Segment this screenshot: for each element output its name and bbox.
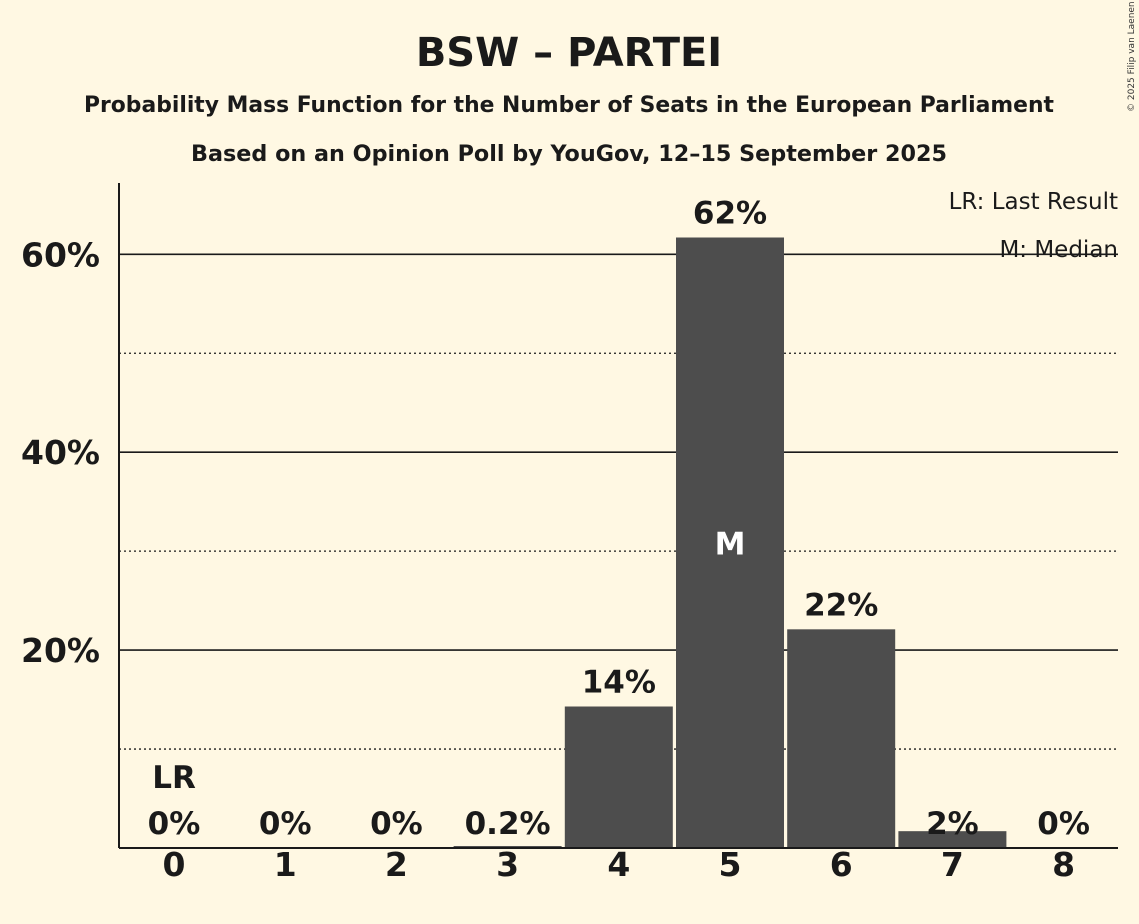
x-tick-label: 2	[385, 845, 408, 884]
value-label: 0%	[148, 806, 201, 842]
chart-source: Based on an Opinion Poll by YouGov, 12–1…	[191, 142, 947, 167]
chart-subtitle: Probability Mass Function for the Number…	[84, 93, 1054, 118]
x-tick-label: 8	[1052, 845, 1075, 884]
x-tick-label: 5	[719, 845, 742, 884]
x-tick-label: 7	[941, 845, 964, 884]
x-tick-label: 0	[163, 845, 186, 884]
x-tick-label: 4	[607, 845, 630, 884]
value-label: 0.2%	[465, 806, 551, 842]
value-label: 2%	[926, 806, 979, 842]
y-tick-label: 40%	[21, 433, 100, 472]
value-label: 0%	[1037, 806, 1090, 842]
bar	[676, 237, 784, 848]
copyright-notice: © 2025 Filip van Laenen	[1127, 1, 1137, 112]
data-labels: 0% LR 0% 0% 0.2% 14% 62% M 22% 2% 0%	[148, 195, 1090, 842]
value-label: 62%	[693, 195, 767, 231]
value-label: 0%	[370, 806, 423, 842]
bar	[787, 629, 896, 848]
bar	[898, 831, 1007, 848]
gridlines	[119, 253, 1118, 750]
value-label: 14%	[582, 665, 656, 701]
y-tick-label: 20%	[21, 631, 100, 670]
bar-outline	[673, 234, 787, 238]
legend-median: M: Median	[999, 237, 1118, 263]
x-tick-label: 3	[496, 845, 519, 884]
chart-title: BSW – PARTEI	[416, 30, 722, 76]
last-result-marker: LR	[152, 760, 196, 796]
value-label: 0%	[259, 806, 312, 842]
x-tick-label: 1	[274, 845, 297, 884]
bar	[564, 706, 673, 848]
x-tick-label: 6	[830, 845, 853, 884]
legend-last-result: LR: Last Result	[949, 189, 1118, 215]
axes: 20% 40% 60% 0 1 2 3 4 5 6 7 8	[21, 183, 1118, 884]
value-label: 22%	[804, 587, 878, 623]
median-marker: M	[715, 527, 746, 563]
bars	[453, 234, 1007, 848]
y-tick-label: 60%	[21, 235, 100, 274]
